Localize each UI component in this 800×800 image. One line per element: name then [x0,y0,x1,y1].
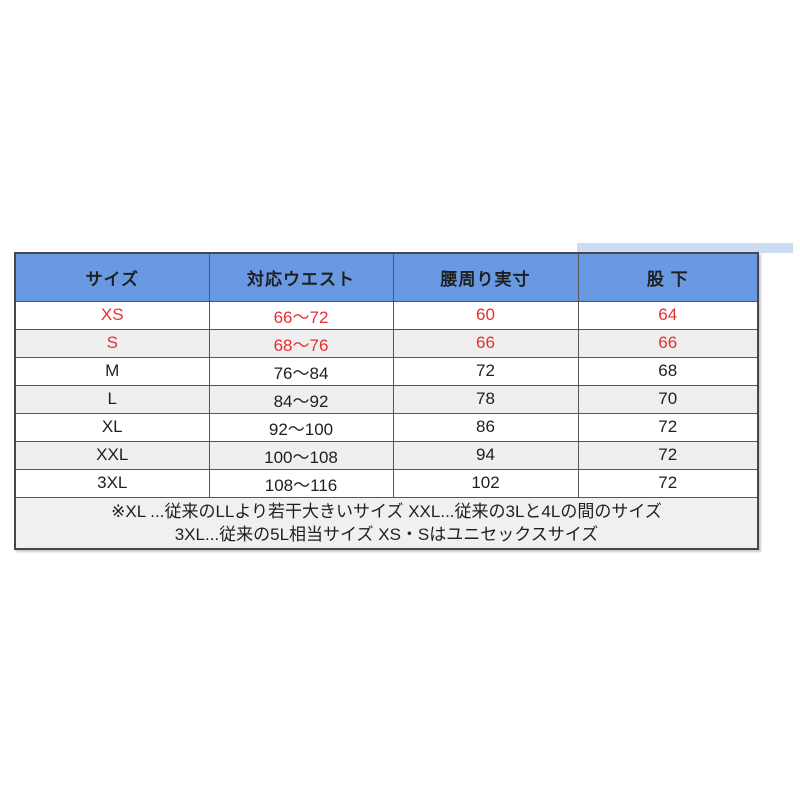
cell-size: XS [14,300,210,330]
cell-inseam: 72 [577,468,759,498]
table-row-s: S 68〜76 66 66 [14,328,759,358]
footnote-cell: ※XL ...従来のLLより若干大きいサイズ XXL...従来の3Lと4Lの間の… [14,496,759,549]
cell-hip: 66 [392,328,579,358]
header-row: サイズ 対応ウエスト 腰周り実寸 股 下 [14,252,759,302]
cell-hip: 78 [392,384,579,414]
table-row-l: L 84〜92 78 70 [14,384,759,414]
table-row-3xl: 3XL 108〜116 102 72 [14,468,759,498]
table-row-xs: XS 66〜72 60 64 [14,300,759,330]
cell-size: XXL [14,440,210,470]
cell-hip: 102 [392,468,579,498]
header-cell-size: サイズ [14,252,210,302]
table-row-xl: XL 92〜100 86 72 [14,412,759,442]
footnote-line-2: 3XL...従来の5L相当サイズ XS・Sはユニセックスサイズ [174,524,599,544]
cell-hip: 72 [392,356,579,386]
cell-waist: 108〜116 [208,468,394,498]
footnote-line-1: ※XL ...従来のLLより若干大きいサイズ XXL...従来の3Lと4Lの間の… [111,501,662,521]
header-cell-waist: 対応ウエスト [208,252,394,302]
cell-hip: 86 [392,412,579,442]
cell-inseam: 64 [577,300,759,330]
cell-waist: 68〜76 [208,328,394,358]
header-cell-inseam: 股 下 [577,252,759,302]
cell-size: 3XL [14,468,210,498]
header-cell-hip: 腰周り実寸 [392,252,579,302]
size-chart-table: サイズ 対応ウエスト 腰周り実寸 股 下 XS 66〜72 60 64 S 68… [14,252,759,550]
cell-size: XL [14,412,210,442]
cell-waist: 100〜108 [208,440,394,470]
cell-size: S [14,328,210,358]
cell-inseam: 70 [577,384,759,414]
cell-size: L [14,384,210,414]
footnote-row: ※XL ...従来のLLより若干大きいサイズ XXL...従来の3Lと4Lの間の… [14,496,759,549]
cell-inseam: 66 [577,328,759,358]
cell-inseam: 72 [577,440,759,470]
cell-inseam: 68 [577,356,759,386]
cell-waist: 66〜72 [208,300,394,330]
cell-hip: 94 [392,440,579,470]
cell-waist: 92〜100 [208,412,394,442]
cropped-cell-fragment [577,243,793,253]
cell-size: M [14,356,210,386]
cell-hip: 60 [392,300,579,330]
cell-inseam: 72 [577,412,759,442]
table-row-m: M 76〜84 72 68 [14,356,759,386]
cell-waist: 76〜84 [208,356,394,386]
table-row-xxl: XXL 100〜108 94 72 [14,440,759,470]
cell-waist: 84〜92 [208,384,394,414]
